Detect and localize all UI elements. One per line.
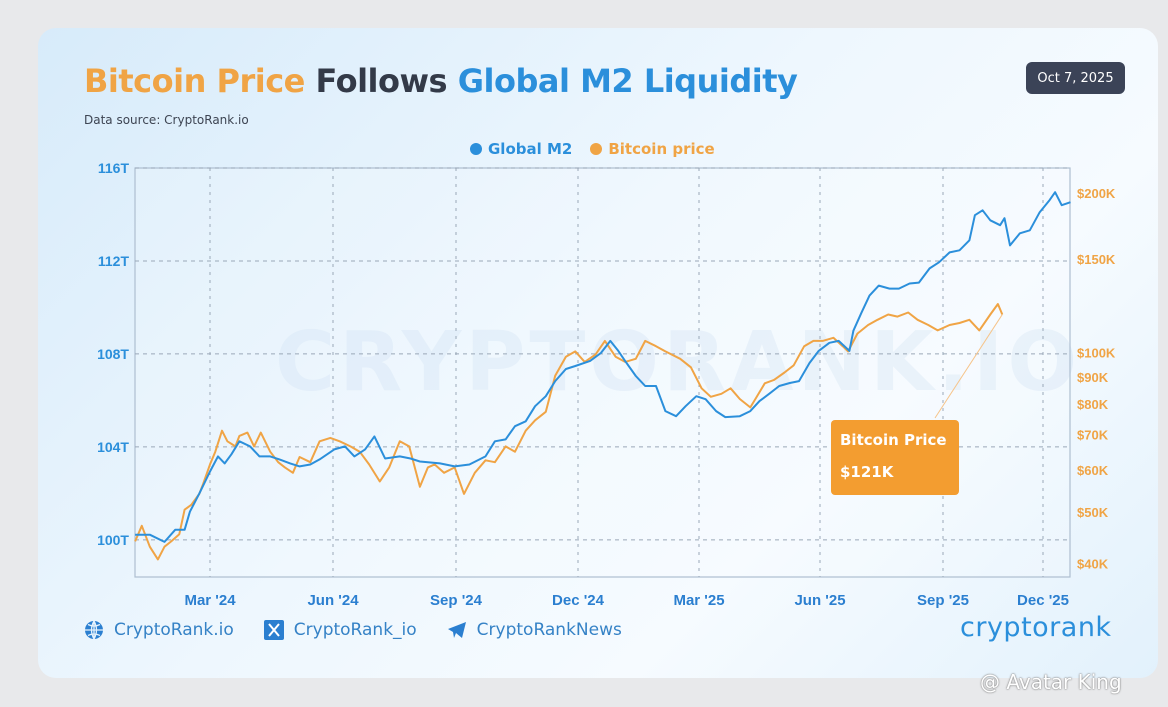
y-right-tick-label: $200K bbox=[1077, 186, 1116, 201]
y-right-tick-label: $100K bbox=[1077, 346, 1116, 361]
credit-watermark: @ Avatar King bbox=[980, 670, 1122, 694]
title-global-m2: Global M2 Liquidity bbox=[457, 62, 798, 100]
x-tick-label: Dec '24 bbox=[552, 592, 605, 609]
plot-area bbox=[134, 167, 1071, 578]
bitcoin-price-line bbox=[134, 303, 1004, 561]
legend-item-btc: Bitcoin price bbox=[590, 140, 715, 158]
y-right-tick-label: $50K bbox=[1077, 505, 1109, 520]
x-tick-label: Dec '25 bbox=[1017, 592, 1069, 609]
legend-label-m2: Global M2 bbox=[488, 140, 573, 158]
telegram-label: CryptoRankNews bbox=[476, 620, 622, 640]
x-tick-label: Jun '24 bbox=[307, 592, 359, 609]
y-left-tick-label: 100T bbox=[97, 532, 129, 548]
legend-dot-btc bbox=[590, 143, 603, 155]
callout-leader-line bbox=[934, 314, 1003, 419]
x-icon bbox=[263, 620, 284, 640]
website-label: CryptoRank.io bbox=[114, 620, 234, 640]
y-left-tick-label: 112T bbox=[98, 253, 130, 269]
y-right-tick-label: $80K bbox=[1077, 397, 1109, 412]
x-label: CryptoRank_io bbox=[293, 620, 417, 640]
title-follows: Follows bbox=[315, 62, 448, 100]
legend: Global M2 Bitcoin price bbox=[470, 140, 715, 158]
legend-item-m2: Global M2 bbox=[470, 140, 572, 158]
website-link[interactable]: CryptoRank.io bbox=[84, 620, 234, 640]
y-left-tick-label: 116T bbox=[98, 160, 130, 176]
callout-value: $121K bbox=[840, 463, 894, 481]
bitcoin-price-callout: Bitcoin Price $121K bbox=[831, 420, 959, 495]
y-right-tick-label: $70K bbox=[1077, 428, 1109, 443]
telegram-icon bbox=[447, 622, 466, 638]
x-tick-label: Sep '24 bbox=[430, 592, 483, 609]
data-source: Data source: CryptoRank.io bbox=[84, 113, 249, 127]
y-left-tick-label: 104T bbox=[97, 439, 129, 455]
y-right-tick-label: $90K bbox=[1077, 370, 1109, 385]
y-left-tick-label: 108T bbox=[97, 346, 129, 362]
title-bitcoin-price: Bitcoin Price bbox=[84, 62, 305, 100]
y-right-tick-label: $40K bbox=[1077, 556, 1109, 571]
x-tick-label: Mar '25 bbox=[673, 592, 724, 609]
legend-label-btc: Bitcoin price bbox=[608, 140, 715, 158]
x-tick-label: Mar '24 bbox=[184, 592, 236, 609]
date-badge: Oct 7, 2025 bbox=[1026, 62, 1125, 94]
callout-label: Bitcoin Price bbox=[840, 431, 947, 449]
chart-card bbox=[38, 28, 1158, 678]
global-m2-line bbox=[135, 191, 1071, 543]
y-right-tick-label: $150K bbox=[1077, 252, 1116, 267]
footer-links: CryptoRank.io CryptoRank_io CryptoRankNe… bbox=[84, 620, 622, 640]
y-right-tick-label: $60K bbox=[1077, 463, 1109, 478]
x-tick-label: Jun '25 bbox=[794, 592, 845, 609]
x-tick-label: Sep '25 bbox=[917, 592, 969, 609]
legend-dot-m2 bbox=[470, 143, 482, 155]
page-title: Bitcoin Price Follows Global M2 Liquidit… bbox=[84, 62, 798, 100]
globe-icon bbox=[85, 620, 103, 640]
cryptorank-logo: cryptorank bbox=[960, 612, 1112, 643]
telegram-link[interactable]: CryptoRankNews bbox=[447, 620, 622, 640]
x-link[interactable]: CryptoRank_io bbox=[263, 620, 417, 640]
